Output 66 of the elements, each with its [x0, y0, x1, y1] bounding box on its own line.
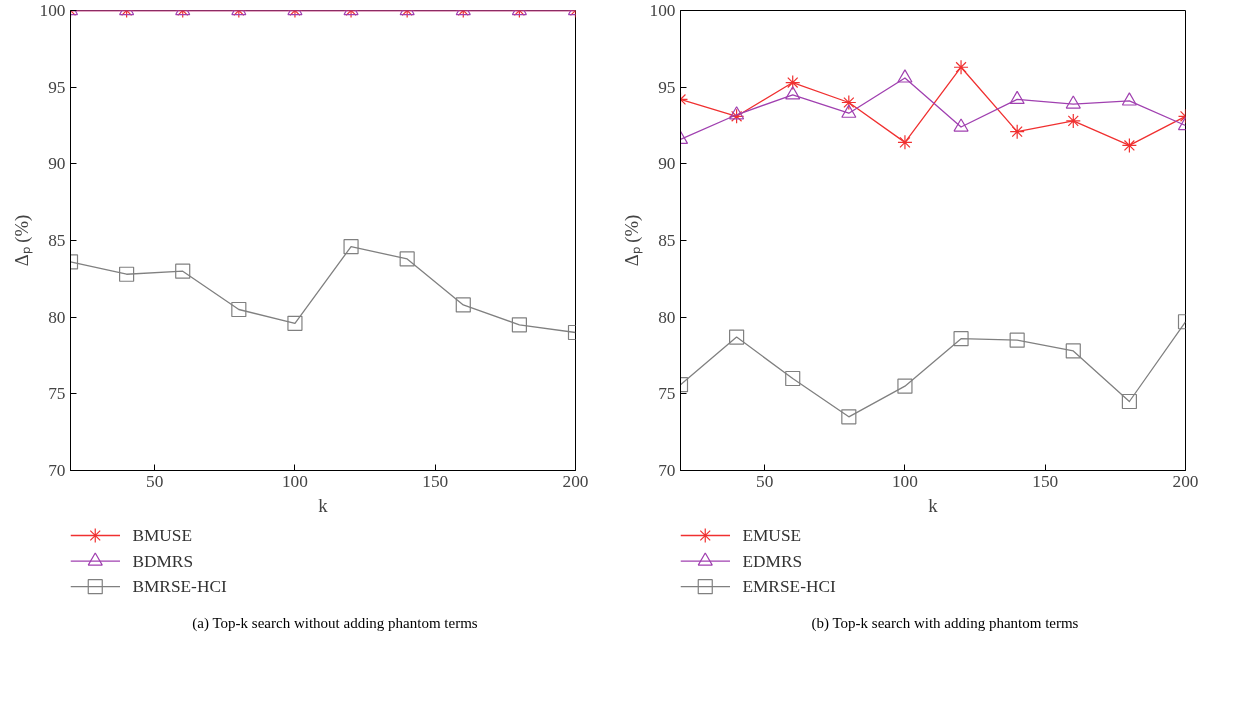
y-tick-label: 90: [48, 154, 66, 174]
y-tick-label: 100: [39, 1, 66, 20]
point: [841, 104, 857, 118]
y-tick-label: 90: [658, 154, 676, 174]
point: [1065, 113, 1081, 129]
point: [729, 329, 745, 345]
y-tick-label: 70: [48, 461, 66, 480]
x-tick-label: 200: [562, 471, 589, 491]
point: [841, 94, 857, 111]
x-tick-label: 100: [281, 471, 308, 491]
point: [953, 59, 969, 75]
point: [785, 74, 801, 91]
point: [785, 370, 801, 387]
y-axis-title: Δₚ (%): [10, 214, 33, 267]
point: [343, 239, 359, 255]
x-tick-label: 150: [1032, 471, 1059, 491]
x-tick-label: 150: [422, 471, 449, 491]
point: [287, 315, 303, 331]
legend-label: EMRSE-HCI: [742, 577, 836, 597]
point: [729, 106, 745, 120]
legend-label: EDMRS: [742, 551, 803, 571]
point: [1121, 137, 1137, 154]
x-tick-label: 100: [891, 471, 918, 491]
x-tick-label: 200: [1172, 471, 1199, 491]
legend-label: EMUSE: [742, 526, 802, 545]
x-tick-label: 50: [756, 471, 774, 491]
y-tick-label: 70: [658, 461, 676, 480]
y-tick-label: 80: [658, 307, 676, 327]
point: [953, 331, 969, 347]
point: [1065, 95, 1081, 109]
text: (b) Top-k search with adding phantom terms: [811, 614, 1079, 633]
point: [119, 266, 135, 282]
x-tick-label: 50: [146, 471, 164, 491]
point: [785, 86, 801, 100]
point: [399, 251, 415, 267]
y-tick-label: 85: [658, 231, 676, 250]
x-axis-title: k: [928, 494, 939, 516]
y-tick-label: 95: [658, 77, 676, 97]
y-tick-label: 100: [649, 1, 676, 20]
y-tick-label: 75: [658, 384, 676, 404]
y-tick-label: 75: [48, 384, 66, 404]
text: (a) Top-k search without adding phantom terms: [192, 614, 478, 633]
point: [841, 409, 857, 425]
point: [1009, 124, 1025, 140]
point: [1009, 332, 1025, 348]
point: [1121, 393, 1137, 410]
x-axis-title: k: [318, 494, 329, 516]
point: [511, 317, 527, 333]
y-tick-label: 85: [48, 231, 66, 250]
point: [729, 108, 745, 124]
point: [897, 134, 913, 150]
point: [231, 301, 247, 318]
point: [175, 263, 191, 279]
legend-label: BDMRS: [132, 551, 194, 571]
point: [455, 297, 471, 313]
y-tick-label: 95: [48, 77, 66, 97]
y-axis-title: Δₚ (%): [620, 214, 643, 267]
point: [953, 118, 969, 132]
legend-label: BMUSE: [132, 526, 193, 545]
y-tick-label: 80: [48, 307, 66, 327]
point: [897, 378, 913, 394]
point: [1009, 90, 1025, 105]
point: [897, 69, 913, 83]
point: [1121, 92, 1137, 106]
point: [1065, 343, 1081, 359]
legend-label: BMRSE-HCI: [132, 577, 227, 597]
